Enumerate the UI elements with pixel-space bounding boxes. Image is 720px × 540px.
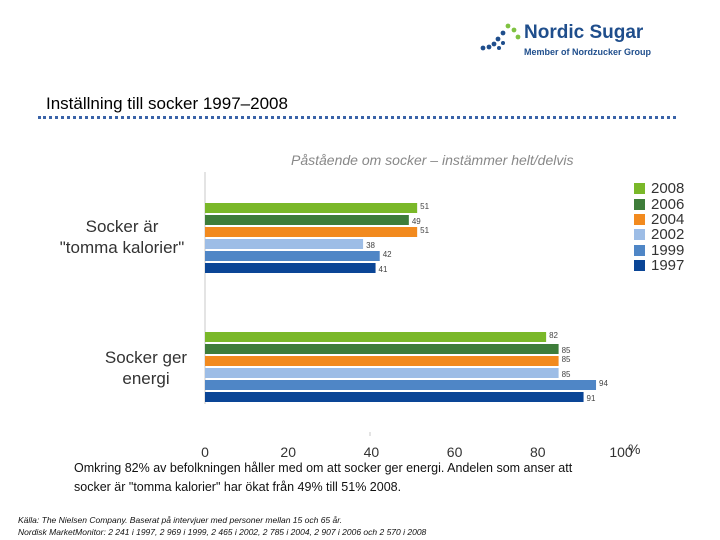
legend-swatch-2004 [634,213,645,225]
legend-item-2004: 2004 [634,212,684,227]
source-line-2: Nordisk MarketMonitor: 2 241 i 1997, 2 9… [18,527,427,537]
data-label-2008-cat0: 51 [420,202,429,211]
data-label-2006-cat0: 49 [412,217,421,226]
logo-mark-icon [480,23,521,51]
legend-label-2006: 2006 [651,195,685,213]
legend-label-2002: 2002 [651,226,685,244]
data-label-1999-cat0: 42 [383,250,392,259]
legend-item-1997: 1997 [634,258,684,273]
bar-2008-cat0 [205,203,418,213]
data-label-2006-cat1: 85 [562,346,571,355]
legend-label-2004: 2004 [651,210,685,228]
legend-item-2006: 2006 [634,195,685,213]
legend-item-1999: 1999 [634,243,684,258]
bar-2002-cat1 [205,368,559,378]
logo-tagline: Member of Nordzucker Group [524,47,652,57]
x-tick-label-100: 100 [609,444,633,460]
legend-swatch-2006 [634,198,645,210]
category-label-tomma-kalorier: Socker är "tomma kalorier" [59,217,185,257]
bar-2006-cat1 [205,344,559,354]
title-divider [38,116,676,119]
chart-legend: 2008 2006 2004 2002 1999 1997 [634,181,684,273]
bar-1999-cat1 [205,380,597,390]
summary-note: Omkring 82% av befolkningen håller med o… [74,461,573,494]
data-label-1997-cat0: 41 [379,265,388,274]
source-note: Källa: The Nielsen Company. Baserat på i… [18,514,426,538]
legend-swatch-2008 [634,183,645,195]
bar-1997-cat0 [205,263,376,273]
category-label-energi: Socker ger energi [104,348,188,388]
legend-label-2008: 2008 [651,180,685,198]
legend-label-1997: 1997 [651,257,685,275]
bar-2004-cat1 [205,356,559,366]
x-axis-unit: % [628,441,640,457]
data-label-2008-cat1: 82 [549,331,558,340]
data-label-1999-cat1: 94 [599,379,608,388]
bar-2004-cat0 [205,227,418,237]
x-tick-label-60: 60 [447,444,463,460]
nordic-sugar-logo: Nordic Sugar Member of Nordzucker Group [478,20,668,64]
x-tick-label-20: 20 [280,444,296,460]
chart-title: Påstående om socker – instämmer helt/del… [291,152,574,168]
data-label-2002-cat1: 85 [562,370,571,379]
bar-2002-cat0 [205,239,364,249]
legend-item-2008: 2008 [634,181,684,196]
bar-1999-cat0 [205,251,380,261]
legend-swatch-2002 [634,229,645,241]
legend-swatch-1997 [634,260,645,272]
data-label-2004-cat0: 51 [420,226,429,235]
bar-2006-cat0 [205,215,409,225]
data-label-2002-cat0: 38 [366,241,375,250]
data-label-2004-cat1: 85 [562,355,571,364]
bar-2008-cat1 [205,332,547,342]
x-tick-label-0: 0 [201,444,209,460]
page-title: Inställning till socker 1997–2008 [46,94,288,113]
data-label-1997-cat1: 91 [587,394,596,403]
legend-label-1999: 1999 [651,241,685,259]
x-tick-label-80: 80 [530,444,546,460]
x-tick-label-40: 40 [364,444,380,460]
logo-name: Nordic Sugar [524,22,644,43]
legend-item-2002: 2002 [634,227,684,242]
bar-1997-cat1 [205,392,584,402]
source-line-1: Källa: The Nielsen Company. Baserat på i… [18,515,343,525]
legend-swatch-1999 [634,244,645,256]
